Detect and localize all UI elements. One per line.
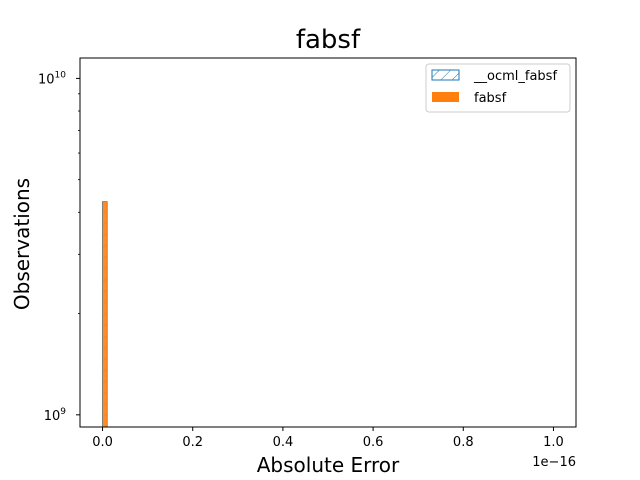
chart-title: fabsf — [296, 25, 361, 55]
x-tick-label: 0.0 — [92, 435, 113, 450]
y-tick-label: 1010 — [38, 70, 66, 87]
y-axis-label: Observations — [10, 178, 34, 310]
plot-area — [102, 201, 108, 428]
legend: __ocml_fabsf fabsf — [425, 63, 571, 113]
x-tick-label: 0.4 — [273, 435, 294, 450]
legend-label-fabsf: fabsf — [474, 91, 507, 106]
legend-frame — [425, 63, 571, 113]
legend-swatch-fabsf — [432, 92, 459, 102]
x-axis-label: Absolute Error — [257, 453, 400, 477]
axes: 0.0 0.2 0.4 0.6 0.8 1.0 109 1010 — [38, 57, 577, 450]
x-axis-offset-label: 1e−16 — [532, 455, 576, 470]
plot-frame — [79, 57, 577, 428]
y-tick-label: 109 — [44, 407, 67, 424]
x-tick-label: 1.0 — [543, 435, 564, 450]
legend-label-ocml-fabsf: __ocml_fabsf — [473, 69, 557, 84]
x-tick-label: 0.2 — [182, 435, 203, 450]
x-tick-label: 0.8 — [453, 435, 474, 450]
bar-fabsf-0 — [102, 201, 108, 427]
x-tick-label: 0.6 — [363, 435, 384, 450]
legend-swatch-ocml-fabsf — [431, 69, 460, 81]
